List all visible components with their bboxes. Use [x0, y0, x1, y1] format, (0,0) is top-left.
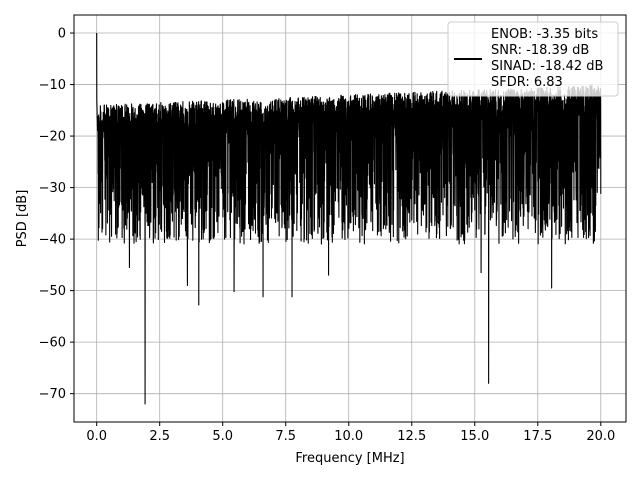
x-tick-label: 12.5: [397, 429, 426, 444]
y-tick-label: −20: [39, 130, 66, 145]
legend-snr: SNR: -18.39 dB: [491, 43, 589, 58]
y-tick-label: −60: [39, 336, 66, 351]
x-tick-label: 5.0: [212, 429, 233, 444]
psd-line: [96, 33, 602, 405]
legend-enob: ENOB: -3.35 bits: [491, 27, 598, 42]
y-tick-label: −10: [39, 78, 66, 93]
x-tick-label: 17.5: [523, 429, 552, 444]
x-tick-label: 0.0: [86, 429, 107, 444]
x-tick-label: 15.0: [460, 429, 489, 444]
y-tick-label: −30: [39, 181, 66, 196]
legend-sfdr: SFDR: 6.83: [491, 75, 563, 90]
y-tick-label: −40: [39, 233, 66, 248]
plot-frame: [73, 14, 627, 423]
y-axis-label: PSD [dB]: [15, 190, 30, 248]
y-tick-label: −70: [39, 387, 66, 402]
x-axis-label: Frequency [MHz]: [295, 451, 404, 466]
x-tick-label: 20.0: [586, 429, 615, 444]
y-tick-label: 0: [58, 27, 66, 42]
y-tick-label: −50: [39, 284, 66, 299]
legend: ENOB: -3.35 bits SNR: -18.39 dB SINAD: -…: [447, 21, 619, 97]
x-tick-label: 7.5: [275, 429, 296, 444]
legend-box: [447, 21, 619, 97]
psd-series: [96, 33, 602, 405]
x-tick-label: 10.0: [334, 429, 363, 444]
x-tick-label: 2.5: [149, 429, 170, 444]
x-axis-ticks: 0.0 2.5 5.0 7.5 10.0 12.5 15.0 17.5 20.0: [86, 422, 615, 444]
y-axis-ticks: 0 −10 −20 −30 −40 −50 −60 −70: [39, 27, 74, 402]
legend-sinad: SINAD: -18.42 dB: [491, 59, 603, 74]
